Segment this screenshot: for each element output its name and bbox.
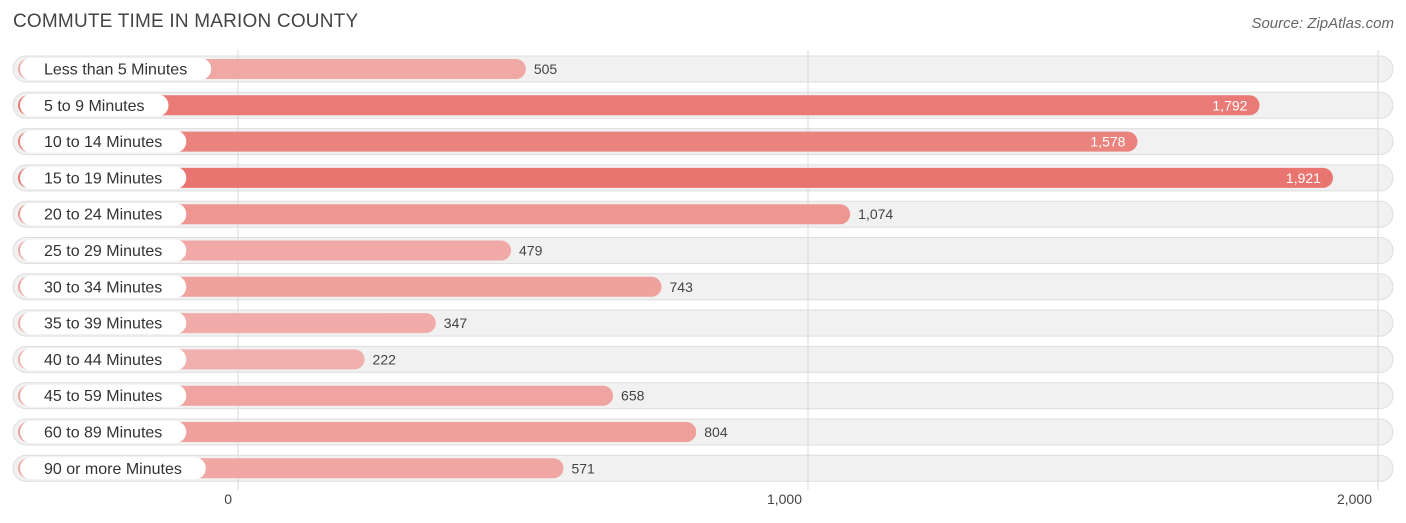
category-pill bbox=[20, 130, 187, 153]
category-pill bbox=[20, 58, 212, 80]
category-pill bbox=[20, 203, 187, 226]
category-label: 45 to 59 Minutes bbox=[44, 388, 162, 405]
category-pill bbox=[20, 239, 187, 262]
category-label: 30 to 34 Minutes bbox=[44, 279, 162, 296]
category-pill bbox=[20, 384, 187, 407]
bar bbox=[18, 131, 1138, 152]
category-pill bbox=[20, 166, 187, 189]
category-pill bbox=[20, 94, 169, 117]
value-label: 505 bbox=[534, 61, 558, 77]
category-label: 60 to 89 Minutes bbox=[44, 425, 162, 442]
category-pill bbox=[20, 275, 187, 298]
x-tick-label: 1,000 bbox=[767, 491, 802, 507]
bar bbox=[18, 167, 1333, 188]
category-label: 20 to 24 Minutes bbox=[44, 207, 162, 224]
value-label: 1,074 bbox=[858, 206, 893, 222]
category-pill bbox=[20, 312, 187, 335]
category-pill bbox=[20, 348, 187, 371]
category-pill bbox=[20, 457, 206, 480]
chart-title: COMMUTE TIME IN MARION COUNTY bbox=[13, 11, 359, 32]
value-label: 479 bbox=[519, 243, 543, 259]
chart-source: Source: ZipAtlas.com bbox=[1251, 15, 1394, 32]
x-tick-label: 0 bbox=[224, 491, 232, 507]
value-label: 743 bbox=[670, 279, 694, 295]
category-label: 40 to 44 Minutes bbox=[44, 352, 162, 369]
x-tick-label: 2,000 bbox=[1337, 491, 1372, 507]
value-label: 1,792 bbox=[1212, 97, 1247, 113]
value-label: 658 bbox=[621, 388, 645, 404]
category-label: 10 to 14 Minutes bbox=[44, 134, 162, 151]
value-label: 571 bbox=[571, 460, 595, 476]
value-label: 1,921 bbox=[1286, 170, 1321, 186]
value-label: 1,578 bbox=[1090, 134, 1125, 150]
value-label: 222 bbox=[373, 351, 397, 367]
value-label: 347 bbox=[444, 315, 468, 331]
category-label: 90 or more Minutes bbox=[44, 461, 182, 478]
category-label: 15 to 19 Minutes bbox=[44, 170, 162, 187]
value-label: 804 bbox=[704, 424, 728, 440]
category-label: 5 to 9 Minutes bbox=[44, 98, 145, 115]
bar bbox=[18, 422, 697, 442]
bar bbox=[18, 204, 851, 225]
category-label: 35 to 39 Minutes bbox=[44, 316, 162, 333]
category-label: Less than 5 Minutes bbox=[44, 62, 187, 79]
bar bbox=[18, 95, 1260, 116]
category-label: 25 to 29 Minutes bbox=[44, 243, 162, 260]
category-pill bbox=[20, 421, 187, 443]
